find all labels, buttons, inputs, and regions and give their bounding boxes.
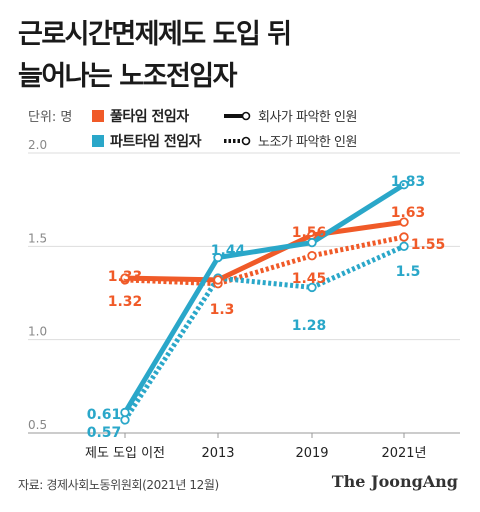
data-label: 1.3 [210,302,235,318]
data-point-fulltime-solid [213,275,223,285]
data-label: 1.55 [411,237,446,253]
data-label: 1.45 [292,271,327,287]
data-point-parttime-solid [213,252,223,263]
y-tick-label: 2.0 [28,138,47,152]
legend-dotted-line-icon [224,136,251,145]
legend-parttime-swatch [92,135,104,147]
x-tick-label: 제도 도입 이전 [85,446,165,461]
title-line-2: 늘어나는 노조전임자 [18,61,237,92]
data-label: 1.83 [391,174,426,190]
legend-company: 회사가 파악한 인원 [222,106,357,125]
legend-fulltime: 풀타임 전임자 [92,106,189,126]
data-label: 1.28 [292,318,327,334]
data-label: 0.57 [87,425,122,441]
data-point-fulltime-dotted [307,250,317,261]
data-label: 1.33 [108,269,143,285]
brand-logo: The JoongAng [331,472,458,491]
x-tick-label: 2013 [201,446,234,461]
legend-company-label: 회사가 파악한 인원 [258,110,357,125]
chart-title: 근로시간면제제도 도입 뒤 늘어나는 노조전임자 [18,14,292,98]
data-point-fulltime-solid [120,273,130,283]
legend-union-label: 노조가 파악한 인원 [258,135,357,150]
series-line-parttime-dotted [122,244,406,422]
y-tick-label: 0.5 [28,418,47,432]
data-label: 1.56 [292,225,327,241]
data-point-fulltime-dotted [399,232,409,242]
legend-fulltime-label: 풀타임 전임자 [110,109,189,125]
series-line-fulltime-solid [124,219,405,283]
data-label: 1.44 [211,243,246,259]
data-label: 1.63 [391,205,426,221]
legend-parttime: 파트타임 전임자 [92,131,202,151]
data-point-parttime-dotted [120,415,130,425]
data-label: 0.61 [87,407,122,423]
data-label: 1.5 [396,264,421,280]
x-tick-label: 2019 [295,446,328,461]
series-line-fulltime-dotted [124,234,405,287]
y-tick-label: 1.5 [28,231,47,245]
data-point-parttime-dotted [399,241,409,252]
data-point-parttime-solid [120,407,130,418]
data-point-parttime-dotted [307,282,317,293]
unit-label: 단위: 명 [28,110,73,125]
legend-union: 노조가 파악한 인원 [222,131,357,150]
y-tick-label: 1.0 [28,325,47,339]
data-point-parttime-solid [399,180,409,190]
series-line-parttime-solid [122,182,406,414]
legend-fulltime-swatch [92,110,104,122]
title-line-1: 근로시간면제제도 도입 뒤 [18,19,292,50]
legend-solid-line-icon [224,111,251,120]
x-tick-label: 2021년 [381,446,426,461]
data-label: 1.32 [108,294,143,310]
legend-parttime-label: 파트타임 전임자 [110,134,202,150]
data-point-parttime-solid [307,237,317,248]
data-point-fulltime-solid [399,217,409,227]
source-note: 자료: 경제사회노동위원회(2021년 12월) [18,478,219,492]
